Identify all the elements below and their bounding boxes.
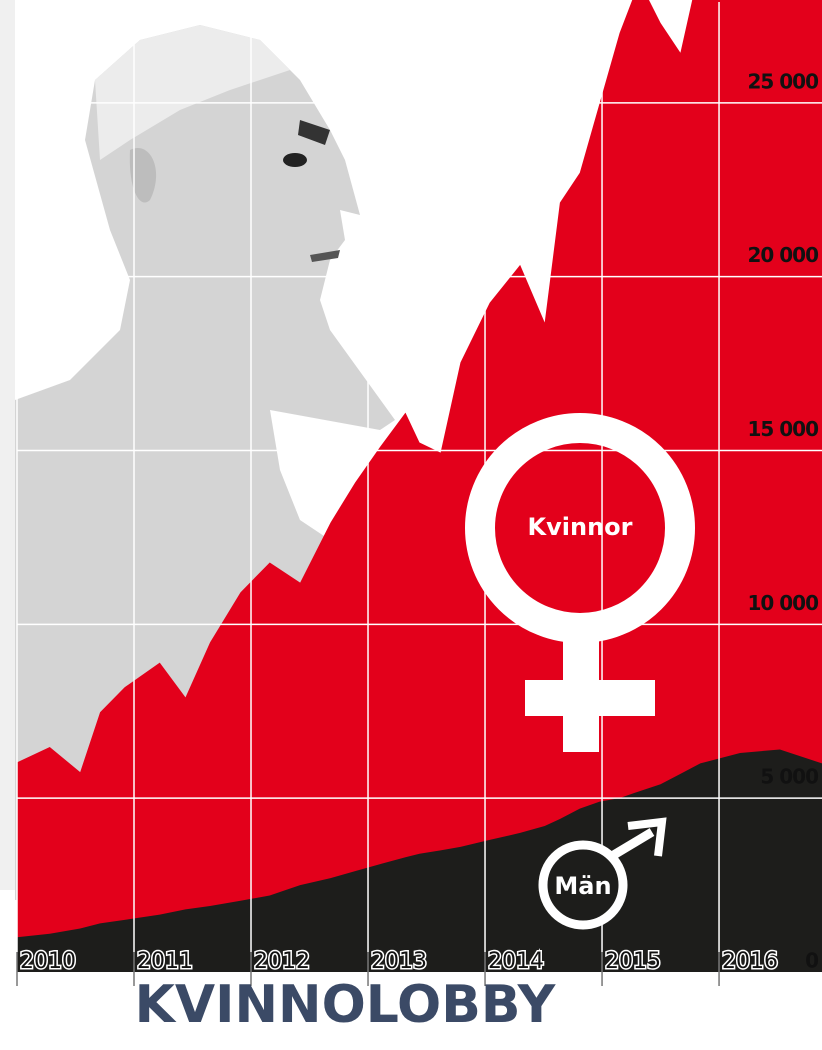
area [17, 749, 822, 972]
x-tick-label: 2011 [137, 949, 193, 974]
y-tick-label: 10 000 [747, 591, 818, 615]
series-label: Kvinnor [528, 513, 633, 541]
y-tick-label: 15 000 [747, 417, 818, 441]
x-tick-label: 2015 [605, 949, 661, 974]
x-tick-label: 2010 [20, 949, 76, 974]
female-symbol [465, 413, 695, 752]
series-label: Män [554, 872, 611, 900]
area [17, 0, 822, 972]
brand-logo: KVINNOLOBBY [135, 975, 557, 1035]
y-tick-label: 20 000 [747, 243, 818, 267]
y-tick-label: 25 000 [747, 69, 818, 93]
y-tick-label: 0 [805, 949, 818, 973]
side-panel [0, 0, 15, 890]
x-tick-label: 2014 [488, 949, 544, 974]
x-tick-label: 2012 [254, 949, 310, 974]
x-tick-label: 2016 [722, 949, 778, 974]
x-tick-label: 2013 [371, 949, 427, 974]
y-tick-label: 5 000 [760, 765, 818, 789]
male-symbol [538, 817, 667, 930]
x-axis-band [17, 972, 822, 986]
